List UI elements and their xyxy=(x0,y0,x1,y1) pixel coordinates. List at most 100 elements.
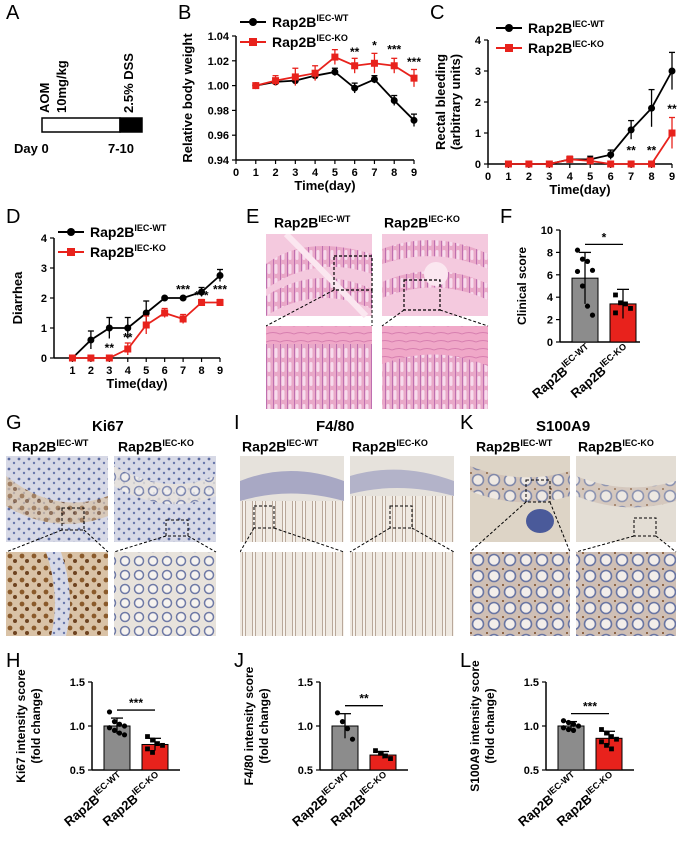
data-point xyxy=(609,734,614,739)
panel-letter-b: B xyxy=(178,2,192,24)
panel-letter-d: D xyxy=(6,206,21,228)
x-tick-label: 9 xyxy=(217,365,223,377)
g-title: Ki67 xyxy=(92,418,124,435)
data-point xyxy=(574,247,581,253)
ki67-ihc-images xyxy=(6,456,217,636)
data-point xyxy=(525,160,533,168)
data-point xyxy=(161,309,169,317)
data-point xyxy=(545,160,553,168)
y-tick-label: 1 xyxy=(41,323,47,335)
data-point xyxy=(160,742,165,748)
x-tick-label: 3 xyxy=(106,365,112,377)
x-tick-label: 2 xyxy=(88,365,94,377)
data-point xyxy=(161,294,169,302)
k-caption-ko: Rap2BIEC-KO xyxy=(578,438,654,455)
x-tick-label: 5 xyxy=(143,365,149,377)
y-tick-label: 10 xyxy=(541,225,553,237)
data-point xyxy=(613,292,618,298)
panel-letter-e: E xyxy=(246,206,260,228)
e-caption-wt: Rap2BIEC-WT xyxy=(274,214,351,231)
y-tick-label: 1.0 xyxy=(70,721,85,733)
legend-wt-marker xyxy=(249,18,257,26)
bar xyxy=(571,277,599,343)
data-point xyxy=(331,68,339,76)
panel-letter-a: A xyxy=(6,2,20,24)
data-point xyxy=(589,312,596,318)
significance-label: *** xyxy=(387,42,401,56)
y-axis-label: (arbitrary units) xyxy=(448,54,463,150)
k-caption-wt: Rap2BIEC-WT xyxy=(476,438,553,455)
legend-wt-label: Rap2BIEC-WT xyxy=(90,223,167,240)
x-tick-label: 9 xyxy=(669,171,675,183)
y-axis-label: Diarrhea xyxy=(10,271,25,325)
data-point xyxy=(599,739,604,745)
data-point xyxy=(628,306,633,311)
aom-label: AOM xyxy=(37,83,52,113)
y-axis-label: (fold change) xyxy=(257,688,271,763)
y-axis-label: S100A9 intensity score xyxy=(468,660,482,792)
data-point xyxy=(648,160,656,168)
legend-ko-marker xyxy=(249,38,257,46)
x-tick-label: 5 xyxy=(332,167,338,179)
chart-s100a9-score: 0.5 1.0 1.5 S100A9 intensity score (fold cha… xyxy=(468,660,634,829)
data-point xyxy=(560,718,567,724)
significance-label: * xyxy=(372,39,377,53)
legend-ko-label: Rap2BIEC-KO xyxy=(272,33,348,50)
data-point xyxy=(378,750,383,756)
data-point xyxy=(150,737,155,743)
chart-f480-score: 0.5 1.0 1.5 F4/80 intensity score (fold chan… xyxy=(242,666,408,829)
x-tick-label: 0 xyxy=(233,167,239,179)
he-histology-images xyxy=(266,234,489,409)
aom-dose-label: 10mg/kg xyxy=(54,60,69,113)
panel-letter-c: C xyxy=(430,2,445,24)
data-point xyxy=(121,732,128,738)
y-axis-label: Clinical score xyxy=(515,247,529,325)
s100a9-wt-zoom xyxy=(470,552,570,636)
x-axis-label: Time(day) xyxy=(106,376,167,391)
x-tick-label: 3 xyxy=(546,171,552,183)
timeline-diagram: AOM 10mg/kg 2.5% DSS Day 0 7-10 xyxy=(14,53,143,156)
x-tick-label: 4 xyxy=(567,171,574,183)
x-tick-label: 8 xyxy=(648,171,654,183)
y-axis-label: F4/80 intensity score xyxy=(242,666,256,785)
data-point xyxy=(111,719,118,725)
data-point xyxy=(560,725,567,731)
timeline-bar-white xyxy=(41,117,121,133)
data-point xyxy=(216,299,224,306)
y-tick-label: 4 xyxy=(547,292,554,304)
data-point xyxy=(311,69,319,77)
y-tick-label: 0.98 xyxy=(208,105,229,117)
data-point xyxy=(565,726,572,733)
y-tick-label: 0 xyxy=(41,353,47,365)
y-axis-label: Ki67 intensity score xyxy=(14,669,28,783)
significance-label: ** xyxy=(123,331,133,345)
x-tick-label: 4 xyxy=(312,167,319,179)
y-tick-label: 1 xyxy=(475,128,481,140)
y-tick-label: 3 xyxy=(41,263,47,275)
panel-letter-j: J xyxy=(234,650,244,672)
y-tick-label: 1.0 xyxy=(298,721,313,733)
significance-label: *** xyxy=(407,55,421,69)
y-tick-label: 0.5 xyxy=(524,765,539,777)
y-tick-label: 0.5 xyxy=(70,765,85,777)
x-tick-label: 3 xyxy=(292,167,298,179)
data-point xyxy=(179,315,187,323)
data-point xyxy=(105,324,113,332)
y-axis-label: (fold change) xyxy=(483,688,497,763)
data-point xyxy=(145,746,150,752)
y-tick-label: 4 xyxy=(475,35,482,47)
data-point xyxy=(586,157,594,165)
data-point xyxy=(331,53,339,61)
f480-ihc-images xyxy=(240,456,455,636)
data-point xyxy=(150,750,155,755)
legend-wt-marker xyxy=(505,24,513,32)
k-title: S100A9 xyxy=(536,418,591,435)
y-tick-label: 0.94 xyxy=(208,155,230,167)
y-tick-label: 1.5 xyxy=(298,677,313,689)
y-tick-label: 0.5 xyxy=(298,765,313,777)
data-point xyxy=(121,723,128,729)
significance-label: ** xyxy=(626,144,636,158)
data-point xyxy=(599,727,604,732)
significance-label: *** xyxy=(583,700,597,714)
